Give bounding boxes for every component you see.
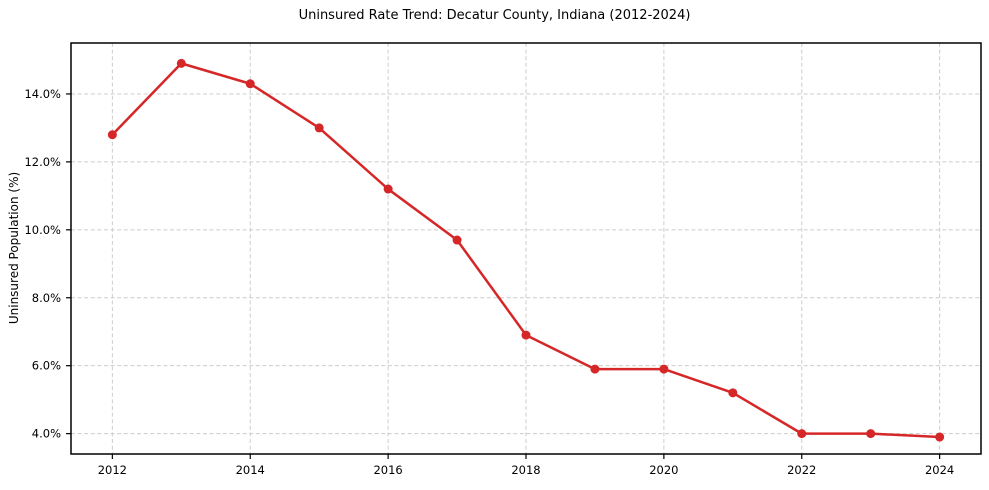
x-tick-label: 2018 <box>511 463 540 477</box>
data-points <box>107 58 945 442</box>
y-tick-label: 10.0% <box>24 223 61 237</box>
y-tick-labels: 4.0% 6.0% 8.0% 10.0% 12.0% 14.0% <box>24 87 61 441</box>
y-tick-label: 8.0% <box>32 291 61 305</box>
data-point <box>245 79 255 89</box>
data-point <box>107 130 117 140</box>
data-point <box>314 123 324 133</box>
data-point <box>590 364 600 374</box>
tick-marks <box>66 93 941 459</box>
chart-title: Uninsured Rate Trend: Decatur County, In… <box>298 8 691 23</box>
axes-spines <box>70 42 982 455</box>
x-tick-label: 2012 <box>98 463 127 477</box>
data-point <box>935 432 945 442</box>
data-point <box>452 235 462 245</box>
data-point <box>521 330 531 340</box>
data-point <box>866 429 876 439</box>
x-tick-label: 2024 <box>925 463 954 477</box>
data-point <box>728 388 738 398</box>
x-tick-label: 2016 <box>373 463 402 477</box>
y-tick-label: 4.0% <box>32 427 61 441</box>
data-point <box>176 58 186 68</box>
x-tick-label: 2020 <box>649 463 678 477</box>
x-tick-label: 2022 <box>787 463 816 477</box>
data-point <box>383 184 393 194</box>
gridlines <box>71 43 981 454</box>
y-tick-label: 14.0% <box>24 87 61 101</box>
y-tick-label: 12.0% <box>24 155 61 169</box>
data-point <box>659 364 669 374</box>
data-point <box>797 429 807 439</box>
x-tick-label: 2014 <box>236 463 265 477</box>
y-tick-label: 6.0% <box>32 359 61 373</box>
x-tick-labels: 2012 2014 2016 2018 2020 2022 2024 <box>98 463 955 477</box>
